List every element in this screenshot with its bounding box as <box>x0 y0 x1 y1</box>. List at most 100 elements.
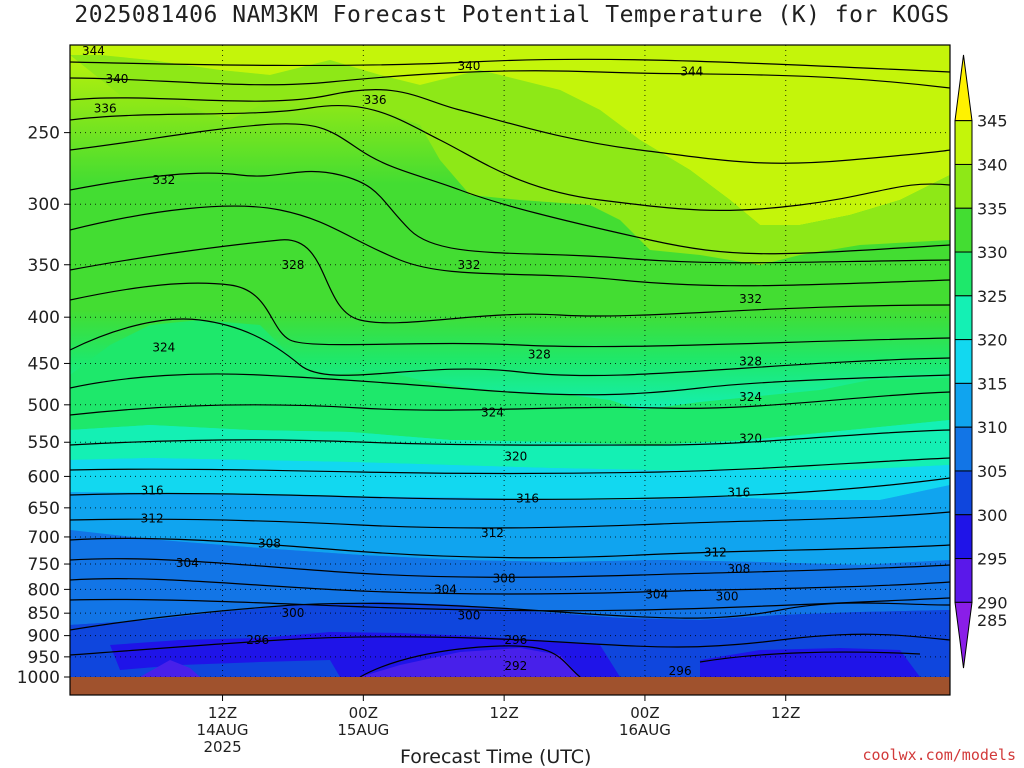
colorbar-swatch <box>954 120 973 165</box>
y-tick-label: 400 <box>28 308 60 328</box>
x-tick-label: 00Z <box>630 704 659 722</box>
fill-325-330 <box>70 320 950 445</box>
colorbar-swatch <box>954 54 973 122</box>
x-tick-date: 14AUG <box>197 721 249 739</box>
y-tick-label: 750 <box>28 555 60 575</box>
contour-line <box>699 651 921 663</box>
y-tick-label: 550 <box>28 433 60 453</box>
x-tick-label: 12Z <box>208 704 237 722</box>
contour-line <box>70 318 950 377</box>
contour-line <box>70 205 950 287</box>
colorbar-swatch <box>954 558 973 603</box>
colorbar-label: 345 <box>977 112 1008 131</box>
colorbar-label: 315 <box>977 374 1008 393</box>
contour-line <box>70 457 950 475</box>
fill-310-315 <box>70 485 950 565</box>
x-tick-label: 00Z <box>349 704 378 722</box>
colorbar-swatch <box>954 601 973 669</box>
contour-line <box>70 282 950 348</box>
x-tick-date: 16AUG <box>619 721 671 739</box>
contour-line <box>70 391 950 416</box>
y-tick-label: 1000 <box>17 668 60 688</box>
y-tick-label: 900 <box>28 627 60 647</box>
contour-label: 304 <box>176 556 199 570</box>
contour-line <box>70 104 950 212</box>
contour-label: 296 <box>246 633 269 647</box>
contour-label: 324 <box>739 390 762 404</box>
y-tick-label: 500 <box>28 396 60 416</box>
contour-label: 308 <box>727 562 750 576</box>
y-tick-label: 250 <box>28 124 60 144</box>
contour-line <box>70 537 950 559</box>
y-tick-label: 700 <box>28 528 60 548</box>
colorbar-swatch <box>954 382 973 428</box>
contour-line <box>70 58 950 73</box>
colorbar-label: 320 <box>977 331 1008 350</box>
colorbar-label: 295 <box>977 550 1008 569</box>
contour-label: 332 <box>457 258 480 272</box>
chart-title: 2025081406 NAM3KM Forecast Potential Tem… <box>74 2 950 28</box>
y-axis: 250 300 350 400 450 500 550 600 650 700 750 800 850 9… <box>17 124 70 688</box>
contour-label: 340 <box>457 59 480 73</box>
plot-frame <box>69 44 951 696</box>
contour-lines <box>70 58 950 677</box>
contour-label: 300 <box>716 590 739 604</box>
colorbar-label: 340 <box>977 155 1008 174</box>
colorbar-label: 330 <box>977 243 1008 262</box>
contour-label: 308 <box>493 571 516 585</box>
colorbar-swatch <box>954 339 973 384</box>
colorbar-swatch <box>954 426 973 472</box>
x-tick-label: 12Z <box>489 704 518 722</box>
colorbar-swatch <box>954 295 973 341</box>
contour-label: 308 <box>258 537 281 551</box>
contour-label: 312 <box>141 512 164 526</box>
contour-line <box>70 602 950 631</box>
fill-330-335 <box>70 55 950 265</box>
contour-label: 296 <box>504 633 527 647</box>
contour-label: 320 <box>504 449 527 463</box>
colorbar-label: 310 <box>977 418 1008 437</box>
x-tick-year: 2025 <box>203 738 241 756</box>
contour-line <box>359 645 581 677</box>
contour-line <box>70 558 950 578</box>
fill-315-320 <box>70 458 950 500</box>
colorbar-label: 300 <box>977 506 1008 525</box>
contour-line <box>70 633 950 656</box>
colorbar-label: 290 <box>977 593 1008 612</box>
contour-label: 316 <box>141 484 164 498</box>
fill-290-295-b <box>140 660 200 677</box>
colorbar-swatch <box>954 251 973 297</box>
y-tick-label: 350 <box>28 256 60 276</box>
fill-335-340 <box>70 45 950 225</box>
colorbar-swatch <box>954 470 973 516</box>
contour-label: 344 <box>680 65 703 79</box>
y-tick-label: 600 <box>28 467 60 487</box>
contour-label: 292 <box>504 659 527 673</box>
y-tick-label: 950 <box>28 648 60 668</box>
contour-label: 328 <box>528 348 551 362</box>
fill-290-295 <box>360 648 580 677</box>
x-axis-title: Forecast Time (UTC) <box>400 746 592 768</box>
contour-line <box>70 578 950 595</box>
contour-label: 324 <box>152 340 175 354</box>
terrain-strip <box>70 677 950 695</box>
x-tick-label: 12Z <box>771 704 800 722</box>
contour-line <box>70 597 950 612</box>
contour-line <box>70 170 950 264</box>
y-tick-label: 300 <box>28 195 60 215</box>
colorbar-swatch <box>954 163 973 209</box>
colorbar-label: 285 <box>977 611 1008 630</box>
colorbar-label: 335 <box>977 199 1008 218</box>
colorbar-label: 305 <box>977 462 1008 481</box>
y-tick-label: 850 <box>28 604 60 624</box>
contour-label: 300 <box>281 606 304 620</box>
contour-line <box>70 89 950 164</box>
contour-line <box>70 429 950 446</box>
colorbar-swatch <box>954 207 973 253</box>
credit-text[interactable]: coolwx.com/models <box>862 746 1016 764</box>
